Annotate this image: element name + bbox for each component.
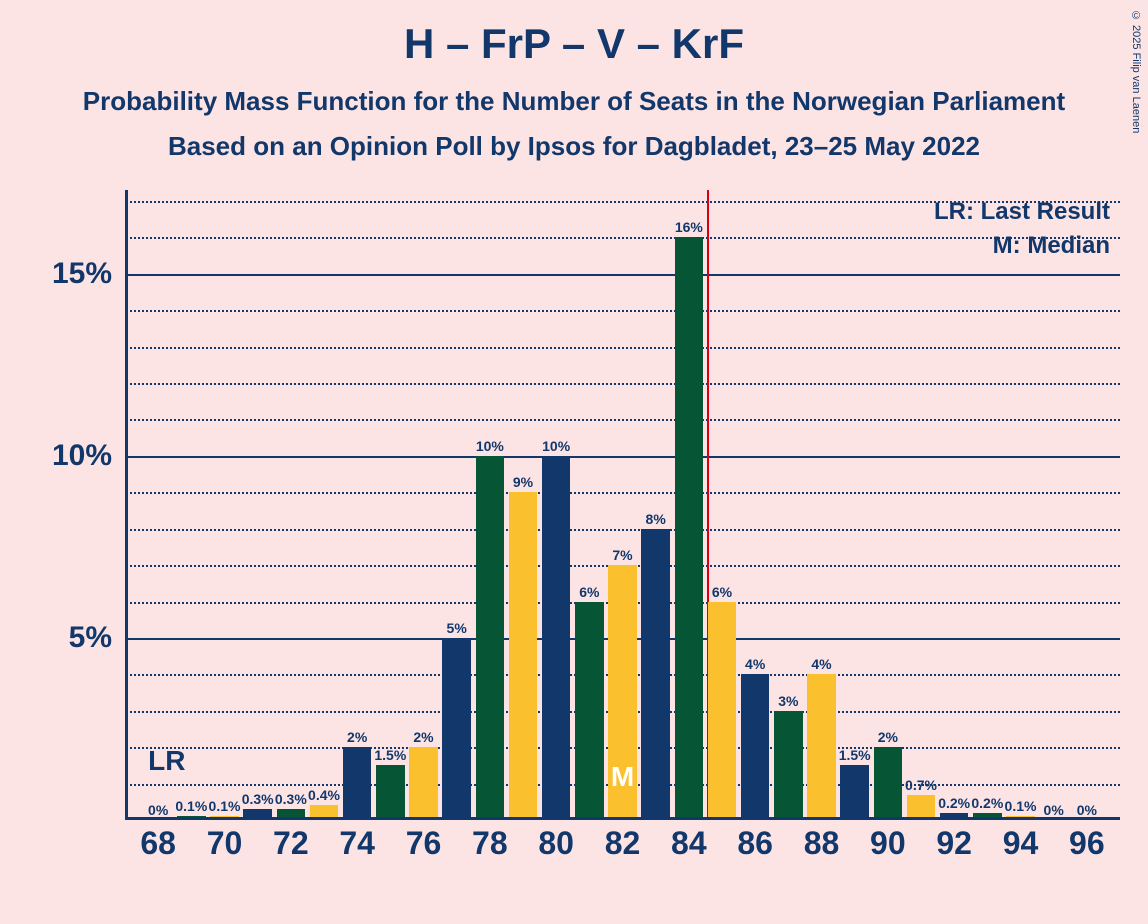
x-tick-label: 70	[207, 825, 243, 862]
x-tick-label: 88	[804, 825, 840, 862]
bar-value-label: 0.3%	[275, 791, 307, 807]
x-tick-label: 74	[339, 825, 375, 862]
bar-value-label: 2%	[878, 729, 898, 745]
bar-value-label: 3%	[778, 693, 798, 709]
bar-value-label: 1.5%	[839, 747, 871, 763]
bar	[409, 747, 438, 817]
bar-value-label: 0.3%	[242, 791, 274, 807]
x-tick-label: 68	[140, 825, 176, 862]
chart-subtitle-2: Based on an Opinion Poll by Ipsos for Da…	[0, 117, 1148, 162]
bar	[575, 602, 604, 817]
x-axis	[125, 817, 1120, 820]
x-tick-label: 90	[870, 825, 906, 862]
bar	[708, 602, 737, 817]
copyright-text: © 2025 Filip van Laenen	[1130, 10, 1142, 133]
bar-value-label: 8%	[646, 511, 666, 527]
bar	[675, 237, 704, 817]
bar	[641, 529, 670, 817]
bar-value-label: 0.4%	[308, 787, 340, 803]
bar	[774, 711, 803, 817]
bar-value-label: 4%	[745, 656, 765, 672]
x-tick-label: 92	[936, 825, 972, 862]
bar-value-label: 9%	[513, 474, 533, 490]
x-tick-label: 82	[605, 825, 641, 862]
gridline	[125, 310, 1120, 312]
bar-value-label: 2%	[413, 729, 433, 745]
bar-value-label: 0%	[1077, 802, 1097, 818]
bar-value-label: 10%	[542, 438, 570, 454]
bar-value-label: 4%	[811, 656, 831, 672]
bar	[243, 809, 272, 817]
bar-value-label: 0.1%	[175, 798, 207, 814]
bar-value-label: 7%	[612, 547, 632, 563]
gridline	[125, 347, 1120, 349]
bar-value-label: 1.5%	[374, 747, 406, 763]
bar-value-label: 6%	[579, 584, 599, 600]
bar	[874, 747, 903, 817]
legend-m: M: Median	[934, 232, 1110, 260]
x-tick-label: 72	[273, 825, 309, 862]
bar	[476, 456, 505, 817]
legend-lr: LR: Last Result	[934, 198, 1110, 226]
chart-plot-area: 5%10%15%0%0.1%0.1%0.3%0.3%0.4%2%1.5%2%5%…	[125, 190, 1120, 820]
bar	[509, 492, 538, 817]
chart-title: H – FrP – V – KrF	[0, 0, 1148, 68]
gridline	[125, 529, 1120, 531]
lr-marker: LR	[148, 745, 185, 777]
bar-value-label: 0.7%	[905, 777, 937, 793]
gridline	[125, 274, 1120, 276]
bar-value-label: 5%	[447, 620, 467, 636]
x-tick-label: 76	[406, 825, 442, 862]
bar	[542, 456, 571, 817]
bar	[376, 765, 405, 817]
bar	[277, 809, 306, 817]
gridline	[125, 419, 1120, 421]
bar-value-label: 0.1%	[1005, 798, 1037, 814]
bar	[907, 795, 936, 817]
bar-value-label: 16%	[675, 219, 703, 235]
bar	[310, 805, 339, 817]
y-tick-label: 10%	[52, 439, 112, 473]
bar-value-label: 2%	[347, 729, 367, 745]
median-marker: M	[611, 761, 634, 793]
bar-value-label: 10%	[476, 438, 504, 454]
y-tick-label: 5%	[69, 621, 112, 655]
bar	[741, 674, 770, 817]
chart-subtitle-1: Probability Mass Function for the Number…	[0, 68, 1148, 117]
bar	[807, 674, 836, 817]
bar-value-label: 0.2%	[971, 795, 1003, 811]
x-tick-label: 94	[1003, 825, 1039, 862]
y-tick-label: 15%	[52, 257, 112, 291]
bar-value-label: 0%	[148, 802, 168, 818]
bar-value-label: 0.2%	[938, 795, 970, 811]
bar-value-label: 0.1%	[209, 798, 241, 814]
legend: LR: Last Result M: Median	[934, 198, 1110, 260]
gridline	[125, 456, 1120, 458]
x-tick-label: 86	[737, 825, 773, 862]
bar	[343, 747, 372, 817]
x-tick-label: 80	[538, 825, 574, 862]
x-tick-label: 78	[472, 825, 508, 862]
x-tick-label: 84	[671, 825, 707, 862]
gridline	[125, 492, 1120, 494]
y-axis	[125, 190, 128, 820]
bar-value-label: 6%	[712, 584, 732, 600]
bar-value-label: 0%	[1044, 802, 1064, 818]
gridline	[125, 383, 1120, 385]
bar	[840, 765, 869, 817]
x-tick-label: 96	[1069, 825, 1105, 862]
bar	[442, 638, 471, 817]
